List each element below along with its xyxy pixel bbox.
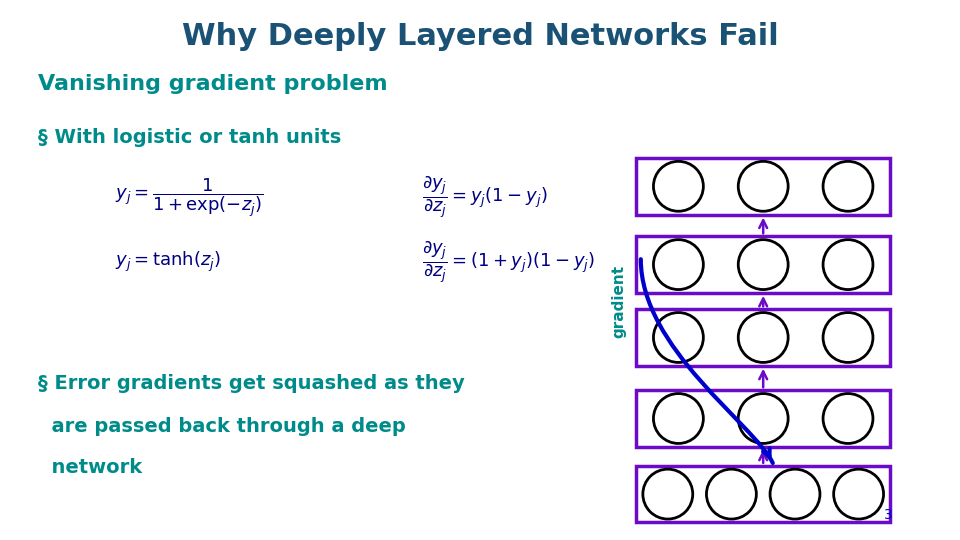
Ellipse shape [833,469,883,519]
Ellipse shape [654,161,704,211]
Ellipse shape [770,469,820,519]
Text: $\dfrac{\partial y_j}{\partial z_j} = y_j(1 - y_j)$: $\dfrac{\partial y_j}{\partial z_j} = y_… [422,174,548,220]
Ellipse shape [738,161,788,211]
Text: $\dfrac{\partial y_j}{\partial z_j} = (1 + y_j)(1 - y_j)$: $\dfrac{\partial y_j}{\partial z_j} = (1… [422,239,595,285]
Ellipse shape [738,313,788,362]
Text: $y_j = \tanh(z_j)$: $y_j = \tanh(z_j)$ [115,250,221,274]
Ellipse shape [654,313,704,362]
Text: 3: 3 [883,508,893,522]
Ellipse shape [707,469,756,519]
Ellipse shape [823,161,873,211]
Bar [636,390,891,447]
Text: network: network [38,457,142,477]
Bar [636,465,891,523]
Ellipse shape [823,394,873,443]
Ellipse shape [654,240,704,289]
Ellipse shape [823,313,873,362]
Text: $y_j = \dfrac{1}{1 + \exp(-z_j)}$: $y_j = \dfrac{1}{1 + \exp(-z_j)}$ [115,176,264,219]
Text: Why Deeply Layered Networks Fail: Why Deeply Layered Networks Fail [181,22,779,51]
Ellipse shape [823,240,873,289]
Text: § Error gradients get squashed as they: § Error gradients get squashed as they [38,374,466,393]
Bar [636,158,891,214]
Ellipse shape [738,240,788,289]
Text: Vanishing gradient problem: Vanishing gradient problem [38,73,388,94]
Text: are passed back through a deep: are passed back through a deep [38,417,406,436]
Ellipse shape [738,394,788,443]
Ellipse shape [654,394,704,443]
Bar [636,237,891,293]
Text: gradient: gradient [612,265,626,338]
Ellipse shape [643,469,693,519]
Bar [636,309,891,366]
Text: § With logistic or tanh units: § With logistic or tanh units [38,128,342,147]
